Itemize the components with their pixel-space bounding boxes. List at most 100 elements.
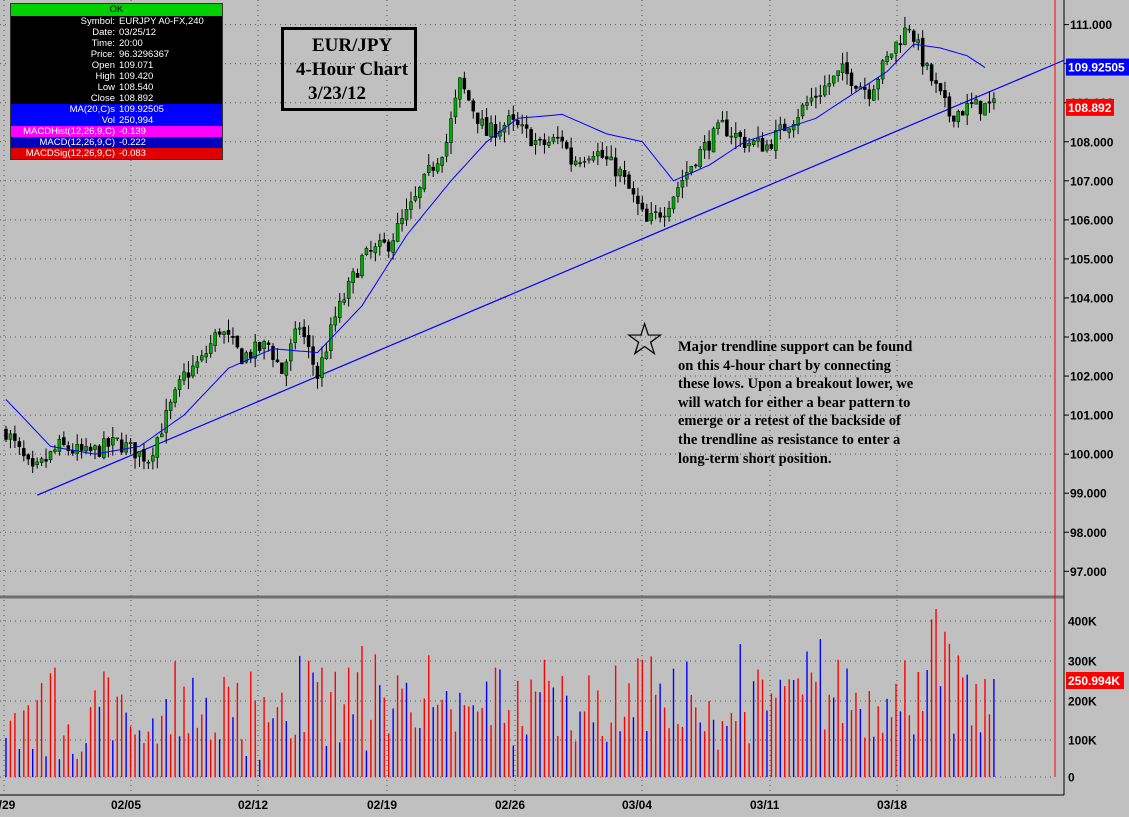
- candle-body: [404, 209, 409, 221]
- candle-body: [119, 439, 124, 453]
- info-row: MACD(12,26,9,C) -0.222: [11, 137, 222, 148]
- candle-body: [8, 433, 13, 440]
- price-last-value: 108.892: [1068, 101, 1112, 115]
- candle-body: [529, 129, 533, 147]
- candle-body: [378, 240, 382, 247]
- candle-body: [489, 122, 493, 138]
- candle-body: [925, 63, 929, 66]
- candle-body: [894, 41, 898, 54]
- volume-tick-label: 400K: [1068, 615, 1097, 629]
- info-row: Price: 96.3296367: [11, 49, 222, 60]
- title-symbol: EUR/JPY: [312, 35, 393, 56]
- candle-body: [827, 83, 831, 87]
- candle-body: [217, 331, 222, 335]
- candle-body: [382, 239, 386, 243]
- candle-body: [698, 148, 702, 167]
- candle-body: [66, 445, 71, 451]
- candle-body: [578, 162, 582, 164]
- candle-body: [471, 100, 475, 112]
- candle-body: [711, 128, 716, 153]
- candle-body: [747, 142, 751, 147]
- info-value: 03/25/12: [119, 27, 156, 38]
- candle-body: [204, 353, 208, 358]
- info-value: 109.92505: [119, 104, 164, 115]
- candle-body: [17, 441, 22, 447]
- ma-last-value: 109.92505: [1068, 61, 1125, 75]
- info-row: Low 108.540: [11, 82, 222, 93]
- candle-body: [53, 449, 57, 452]
- candle-body: [662, 215, 667, 218]
- info-row: Time: 20:00: [11, 38, 222, 49]
- candle-body: [591, 155, 596, 161]
- annotation-line: on this 4-hour chart by connecting: [678, 357, 891, 374]
- candle-body: [155, 437, 160, 458]
- candle-body: [240, 348, 244, 365]
- candle-body: [253, 341, 257, 359]
- candle-body: [333, 316, 338, 326]
- info-value: 96.3296367: [119, 49, 170, 60]
- candle-body: [658, 212, 662, 218]
- candle-body: [885, 55, 889, 62]
- status-ok-bar[interactable]: OK: [11, 4, 222, 16]
- candle-body: [395, 223, 400, 242]
- candle-body: [983, 103, 987, 116]
- candle-body: [271, 346, 275, 360]
- candle-body: [956, 111, 961, 123]
- candle-body: [400, 218, 404, 225]
- candle-body: [738, 132, 742, 137]
- candle-body: [289, 343, 293, 362]
- candle-body: [360, 255, 364, 277]
- chart-title-box: EUR/JPY 4-Hour Chart 3/23/12: [281, 27, 417, 111]
- candle-body: [778, 124, 783, 131]
- candle-body: [302, 326, 306, 338]
- time-tick-label: 03/04: [622, 798, 652, 812]
- candle-body: [573, 160, 578, 166]
- time-tick-label: 02/05: [111, 798, 141, 812]
- candle-body: [22, 448, 26, 457]
- candle-body: [791, 123, 796, 131]
- candle-body: [26, 454, 30, 460]
- candle-body: [720, 119, 725, 123]
- candle-body: [542, 139, 547, 146]
- candle-body: [137, 450, 142, 457]
- candle-body: [315, 365, 320, 379]
- candle-body: [235, 335, 240, 348]
- info-row: Vol 250,994: [11, 115, 222, 126]
- candle-body: [355, 272, 360, 278]
- candle-body: [440, 157, 444, 166]
- candle-body: [351, 271, 355, 283]
- candle-body: [391, 240, 395, 253]
- price-tick-label: 107.000: [1070, 174, 1114, 188]
- info-value: EURJPY A0-FX,240: [119, 16, 204, 27]
- candle-body: [280, 362, 284, 374]
- candle-body: [231, 336, 235, 338]
- price-tick-label: 104.000: [1070, 291, 1114, 305]
- ma-last-value-badge: [1066, 58, 1129, 76]
- candle-body: [551, 137, 556, 142]
- candle-body: [774, 130, 778, 151]
- candle-body: [480, 118, 484, 126]
- candle-body: [306, 335, 311, 347]
- candle-body: [524, 124, 529, 129]
- moving-average-layer: [5, 43, 986, 455]
- candle-body: [186, 372, 191, 378]
- candle-body: [978, 100, 983, 115]
- candle-body: [177, 379, 182, 390]
- price-tick-label: 98.000: [1070, 526, 1107, 540]
- candle-body: [725, 119, 729, 137]
- candle-body: [947, 96, 952, 117]
- candle-body: [969, 102, 974, 104]
- annotation-line: the trendline as resistance to enter a: [678, 431, 901, 448]
- candle-body: [111, 437, 115, 446]
- candle-body: [876, 79, 880, 90]
- candle-body: [293, 328, 297, 343]
- candle-body: [547, 141, 551, 146]
- volume-tick-label: 200K: [1068, 695, 1097, 709]
- candle-body: [507, 115, 511, 125]
- candle-body: [863, 86, 867, 90]
- price-tick-label: 102.000: [1070, 370, 1114, 384]
- info-label: Price:: [90, 49, 115, 60]
